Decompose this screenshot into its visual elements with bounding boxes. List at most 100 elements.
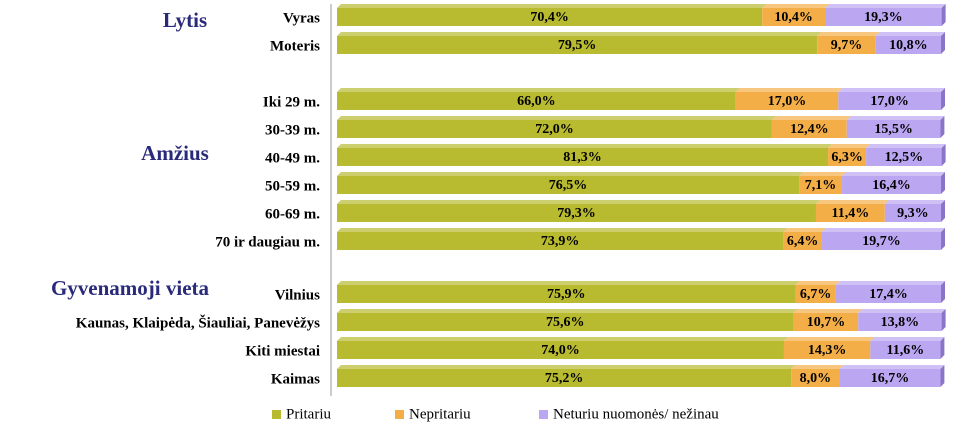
value-label: 11,6% <box>886 343 924 358</box>
value-label: 10,4% <box>774 10 813 25</box>
bar-segment <box>337 369 792 387</box>
bar-top <box>858 309 946 313</box>
category-label: 60-69 m. <box>265 206 320 222</box>
bar-segment <box>337 120 772 138</box>
bar-segment <box>799 176 842 194</box>
value-label: 17,0% <box>768 94 807 109</box>
group-label: Amžius <box>141 141 209 165</box>
bar-top <box>838 88 945 92</box>
value-label: 12,4% <box>790 122 829 137</box>
bar-top <box>825 4 946 8</box>
value-label: 9,7% <box>831 38 863 53</box>
bar-top <box>795 281 840 285</box>
category-label: Vilnius <box>275 287 320 303</box>
category-label: Kiti miestai <box>245 343 320 359</box>
value-label: 10,7% <box>807 315 846 330</box>
bar-segment <box>870 341 941 359</box>
value-label: 15,5% <box>874 122 913 137</box>
group-label: Gyvenamoji vieta <box>51 276 210 300</box>
bar-segment <box>337 148 829 166</box>
bar-side <box>941 309 946 331</box>
value-label: 17,4% <box>869 287 908 302</box>
value-label: 76,5% <box>549 178 588 193</box>
bar-segment <box>815 204 885 222</box>
bar-segment <box>337 341 784 359</box>
bar-top <box>870 337 945 341</box>
bar-top <box>783 228 827 232</box>
bar-top <box>793 309 863 313</box>
bar-top <box>822 228 945 232</box>
bar-segment <box>337 8 763 26</box>
bar-top <box>337 365 796 369</box>
value-label: 66,0% <box>517 94 556 109</box>
value-label: 75,6% <box>546 315 585 330</box>
bar-segment <box>841 176 941 194</box>
bar-top <box>337 309 798 313</box>
bar-top <box>783 337 875 341</box>
bar-segment <box>783 232 823 250</box>
bar-segment <box>735 92 839 110</box>
bar-top <box>791 365 844 369</box>
bar-top <box>835 281 945 285</box>
bar-segment <box>783 341 871 359</box>
bar-top <box>337 172 804 176</box>
bar-side <box>941 4 946 26</box>
bar-segment <box>875 36 941 54</box>
category-label: 70 ir daugiau m. <box>215 234 320 250</box>
bar-side <box>940 116 945 138</box>
value-label: 8,0% <box>800 371 832 386</box>
category-label: Iki 29 m. <box>263 94 320 110</box>
legend-swatch <box>539 410 548 419</box>
bar-segment <box>337 204 816 222</box>
value-label: 10,8% <box>889 38 928 53</box>
bar-segment <box>337 313 794 331</box>
bar-segment <box>866 148 942 166</box>
bar-segment <box>835 285 941 303</box>
bar-segment <box>337 36 818 54</box>
category-label: Moteris <box>270 38 320 54</box>
bar-top <box>337 200 820 204</box>
value-label: 74,0% <box>541 343 580 358</box>
value-label: 11,4% <box>832 206 870 221</box>
bar-segment <box>337 176 800 194</box>
bar-side <box>941 228 945 250</box>
bar-top <box>846 116 945 120</box>
value-label: 16,4% <box>872 178 911 193</box>
bar-segment <box>828 148 867 166</box>
bar-top <box>799 172 846 176</box>
value-label: 12,5% <box>885 150 924 165</box>
bar-top <box>884 200 945 204</box>
bar-side <box>941 88 945 110</box>
bar-top <box>866 144 946 148</box>
bar-top <box>828 144 871 148</box>
value-label: 79,3% <box>557 206 596 221</box>
bar-top <box>337 337 788 341</box>
value-label: 6,7% <box>800 287 832 302</box>
value-label: 9,3% <box>897 206 929 221</box>
bar-side <box>941 32 945 54</box>
bar-segment <box>884 204 941 222</box>
legend-label: Pritariu <box>286 406 331 422</box>
value-label: 19,3% <box>864 10 903 25</box>
value-label: 75,9% <box>547 287 586 302</box>
category-label: 50-59 m. <box>265 178 320 194</box>
bar-segment <box>771 120 847 138</box>
bar-segment <box>795 285 836 303</box>
bar-side <box>940 337 945 359</box>
bar-top <box>337 116 776 120</box>
value-label: 6,3% <box>831 150 863 165</box>
legend-label: Neturiu nuomonės/ nežinau <box>553 406 719 422</box>
group-label: Lytis <box>163 8 207 32</box>
bar-segment <box>838 92 941 110</box>
bar-segment <box>762 8 826 26</box>
bar-segment <box>839 369 941 387</box>
bar-segment <box>846 120 941 138</box>
category-label: Kaimas <box>271 371 320 387</box>
bar-segment <box>793 313 859 331</box>
value-label: 13,8% <box>881 315 920 330</box>
bar-top <box>839 365 945 369</box>
bar-segment <box>337 285 796 303</box>
bar-side <box>941 144 946 166</box>
bar-top <box>337 228 788 232</box>
bar-side <box>941 281 945 303</box>
